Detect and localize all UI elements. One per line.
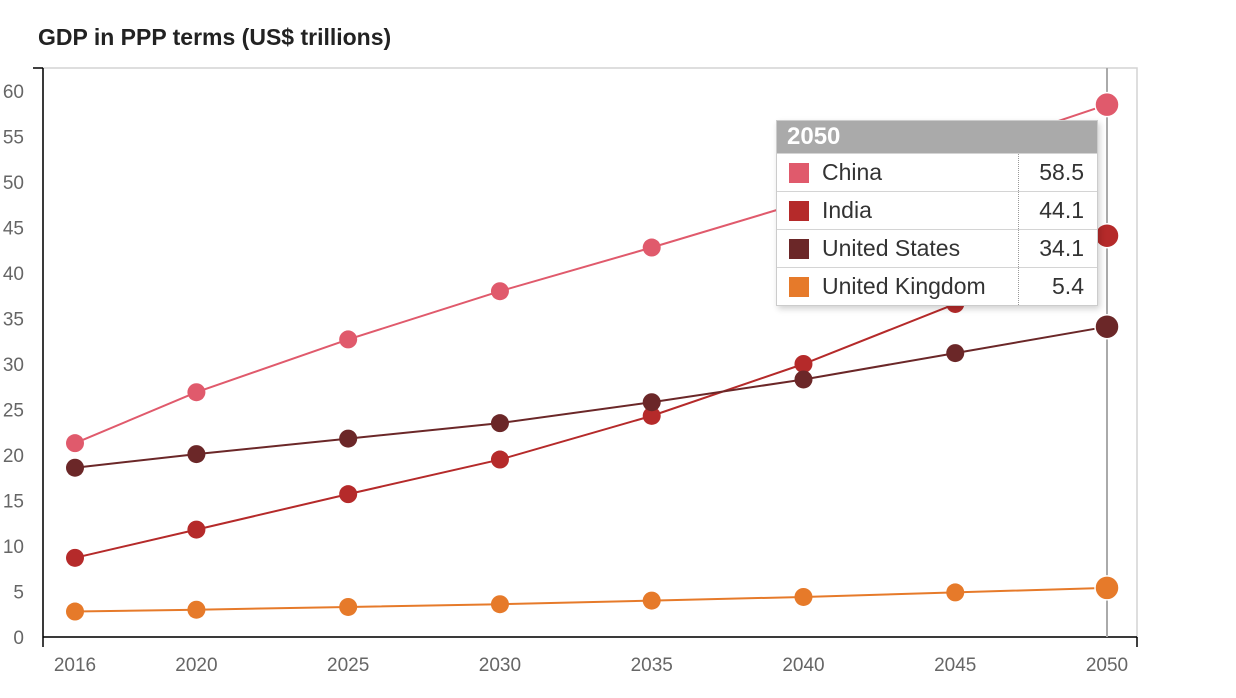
x-tick-label: 2035 — [631, 655, 673, 676]
tooltip-series-value: 34.1 — [1039, 235, 1084, 261]
data-point-china — [339, 330, 358, 349]
x-tick-label: 2045 — [934, 655, 976, 676]
data-point-united-kingdom — [642, 591, 661, 610]
series-line-india — [74, 234, 1108, 559]
tooltip-series-name: India — [822, 197, 872, 223]
data-point-india — [794, 355, 813, 373]
y-tick-label: 5 — [13, 583, 24, 604]
tooltip-series-value: 5.4 — [1052, 273, 1084, 299]
data-point-united-states — [794, 370, 813, 389]
data-point-united-kingdom — [339, 597, 358, 616]
data-point-china — [490, 282, 509, 301]
data-point-china — [66, 434, 84, 453]
data-point-china — [1094, 91, 1120, 118]
data-point-united-states — [66, 458, 84, 477]
tooltip-series-name: China — [822, 159, 883, 185]
y-tick-label: 55 — [3, 128, 24, 149]
data-point-india — [1094, 222, 1120, 249]
x-tick-label: 2040 — [782, 655, 824, 676]
y-tick-label: 35 — [3, 310, 24, 331]
data-point-united-states — [490, 414, 509, 433]
y-tick-label: 0 — [13, 628, 24, 649]
series-line-united-kingdom — [74, 586, 1108, 613]
tooltip-title: 2050 — [777, 121, 1097, 153]
chart-title: GDP in PPP terms (US$ trillions) — [38, 24, 392, 50]
y-tick-label: 25 — [3, 401, 24, 422]
data-point-india — [642, 406, 661, 425]
tooltip-row-united-states: United States 34.1 — [777, 229, 1097, 267]
x-tick-label: 2016 — [54, 655, 96, 676]
series-line-united-states — [74, 325, 1108, 469]
legend-swatch-china — [789, 162, 809, 183]
data-point-united-states — [1094, 313, 1120, 340]
data-point-united-states — [642, 393, 661, 412]
x-tick-label: 2020 — [175, 655, 217, 676]
data-point-india — [66, 548, 84, 567]
y-tick-label: 45 — [3, 219, 24, 240]
tooltip-series-name: United Kingdom — [822, 273, 986, 299]
tooltip-row-china: China 58.5 — [777, 153, 1097, 191]
tooltip-row-united-kingdom: United Kingdom 5.4 — [777, 267, 1097, 305]
data-point-united-kingdom — [66, 602, 84, 621]
tooltip-series-value: 44.1 — [1039, 197, 1084, 223]
y-tick-label: 15 — [3, 492, 24, 513]
y-tick-label: 10 — [3, 537, 24, 558]
data-point-united-kingdom — [794, 587, 813, 606]
tooltip-series-value: 58.5 — [1039, 159, 1084, 185]
data-point-china — [187, 383, 206, 402]
x-tick-label: 2030 — [479, 655, 521, 676]
y-tick-label: 60 — [3, 82, 24, 103]
legend-swatch-united-kingdom — [789, 276, 809, 297]
tooltip-series-name: United States — [822, 235, 961, 261]
data-point-united-kingdom — [187, 600, 206, 619]
x-tick-label: 2025 — [327, 655, 369, 676]
x-tick-label: 2050 — [1086, 655, 1128, 676]
y-tick-label: 50 — [3, 173, 24, 194]
data-point-united-kingdom — [1094, 575, 1120, 601]
legend-swatch-india — [789, 200, 809, 221]
data-point-united-kingdom — [490, 595, 509, 614]
y-tick-label: 30 — [3, 355, 24, 376]
data-point-united-states — [339, 429, 358, 448]
y-tick-label: 40 — [3, 264, 24, 285]
y-tick-label: 20 — [3, 446, 24, 467]
data-point-united-states — [946, 344, 965, 363]
legend-swatch-united-states — [789, 238, 809, 259]
data-point-india — [490, 450, 509, 469]
data-point-india — [187, 520, 206, 539]
data-point-china — [642, 238, 661, 257]
tooltip-row-india: India 44.1 — [777, 191, 1097, 229]
data-point-united-kingdom — [946, 583, 965, 602]
tooltip: 2050 China 58.5 India 44.1 United States… — [776, 120, 1098, 306]
data-point-united-states — [187, 445, 206, 464]
data-point-india — [339, 485, 358, 504]
